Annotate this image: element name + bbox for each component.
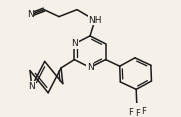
Text: NH: NH xyxy=(88,16,102,25)
Text: F: F xyxy=(142,107,146,116)
Text: F: F xyxy=(135,109,140,117)
Text: F: F xyxy=(128,108,133,117)
Text: N: N xyxy=(87,63,93,72)
Text: N: N xyxy=(71,39,78,48)
Text: N: N xyxy=(27,10,33,19)
Text: N: N xyxy=(28,82,35,91)
